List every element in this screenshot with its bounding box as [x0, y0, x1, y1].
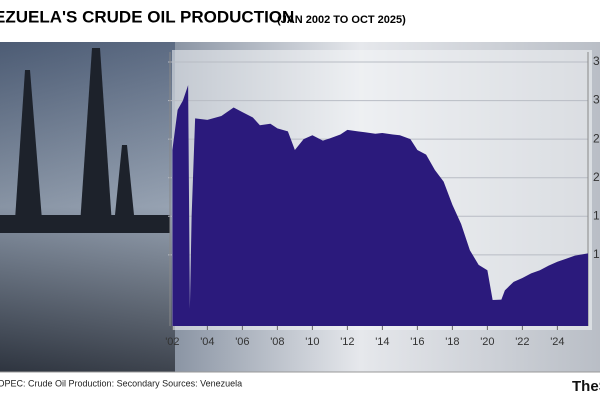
x-tick-label: '04	[200, 336, 214, 348]
logo: TheStreet	[572, 378, 600, 395]
area	[172, 85, 588, 327]
x-tick-label: '22	[515, 336, 529, 348]
x-tick-label: '06	[235, 336, 249, 348]
rig-silhouettes	[0, 48, 170, 233]
x-tick-label: '12	[340, 336, 354, 348]
y-tick-label: 2,500	[593, 131, 600, 145]
x-tick-label: '24	[550, 336, 564, 348]
y-tick-label: 3,000	[593, 93, 600, 107]
chart-subtitle: (JAN 2002 TO OCT 2025)	[277, 14, 406, 26]
y-tick-label: 2,000	[593, 170, 600, 184]
x-tick-label: '10	[305, 336, 319, 348]
x-tick-label: '08	[270, 336, 284, 348]
chart-title: EZUELA'S CRUDE OIL PRODUCTION	[0, 7, 294, 26]
x-tick-label: '14	[375, 336, 389, 348]
x-tick-label: '20	[480, 336, 494, 348]
x-tick-label: '02	[165, 336, 179, 348]
y-tick-label: 1,000	[593, 247, 600, 261]
source-note: Source: OPEC: Crude Oil Production: Seco…	[0, 378, 242, 388]
x-tick-label: '16	[410, 336, 424, 348]
y-tick-label: 1,500	[593, 208, 600, 222]
y-tick-label: 3,500	[593, 54, 600, 68]
x-tick-label: '18	[445, 336, 459, 348]
